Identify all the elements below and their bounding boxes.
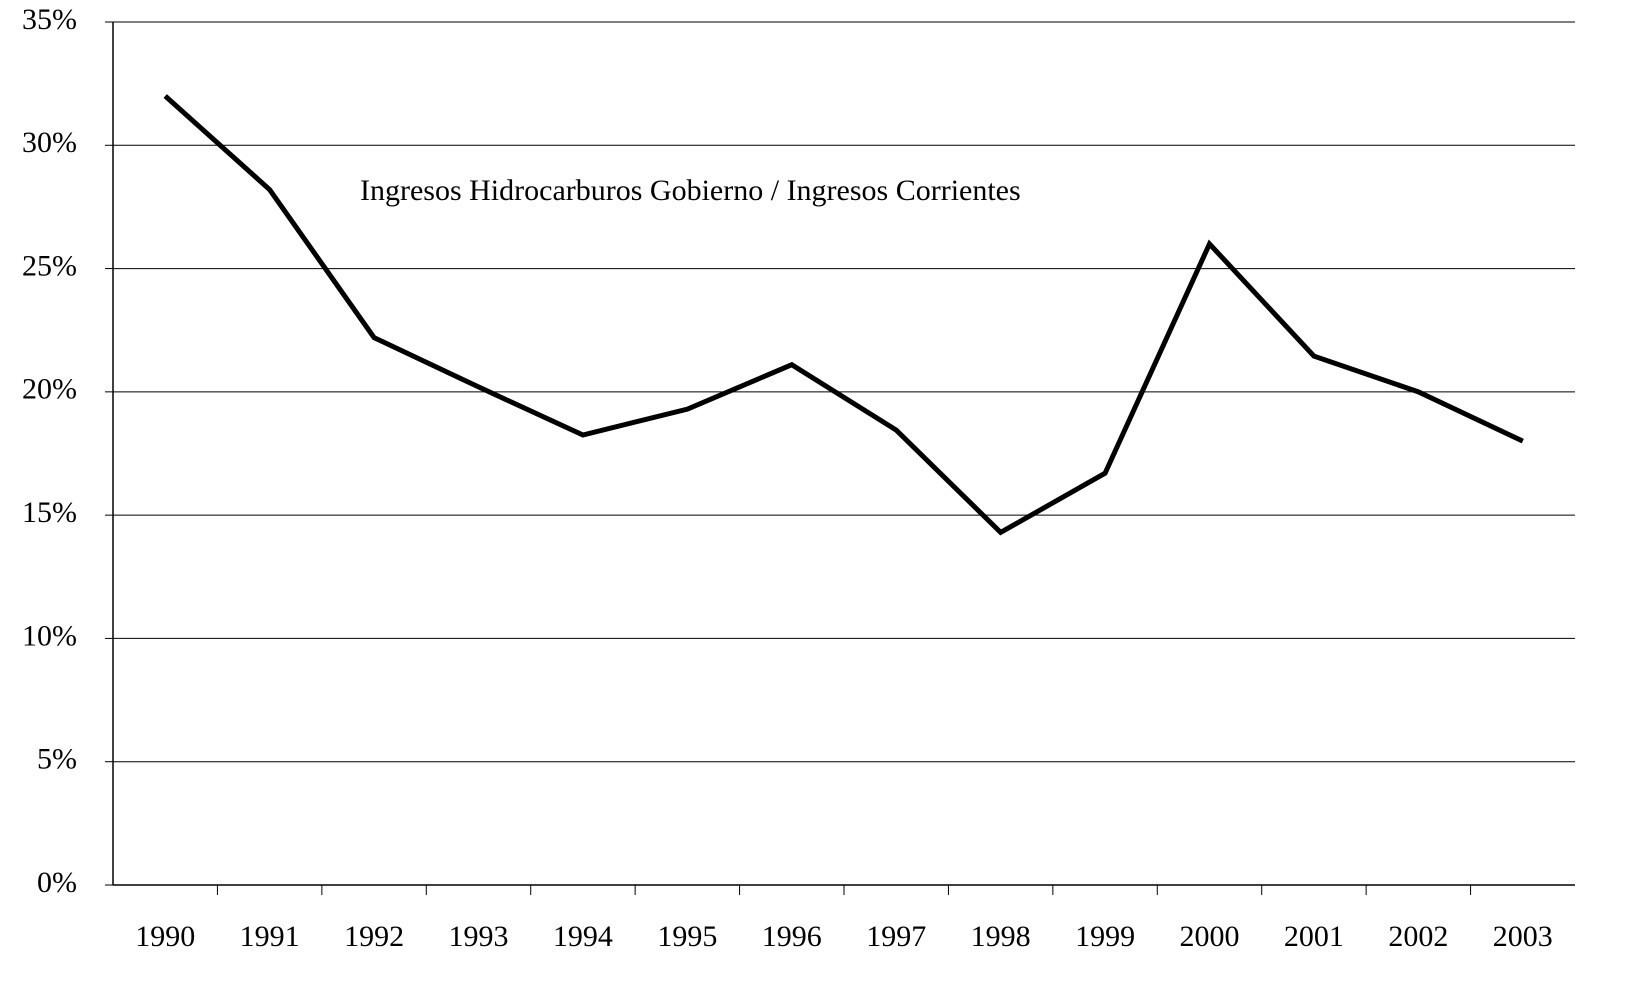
- x-tick-label: 1994: [553, 920, 613, 953]
- y-tick-label: 5%: [37, 743, 77, 776]
- x-tick-label: 2003: [1493, 920, 1553, 953]
- x-tick-label: 2002: [1388, 920, 1448, 953]
- x-tick-label: 1990: [135, 920, 195, 953]
- x-tick-label: 1992: [344, 920, 404, 953]
- y-tick-label: 0%: [37, 866, 77, 899]
- annotation: Ingresos Hidrocarburos Gobierno / Ingres…: [360, 174, 1021, 207]
- x-tick-label: 1991: [240, 920, 300, 953]
- y-tick-label: 30%: [22, 126, 77, 159]
- y-tick-label: 20%: [22, 373, 77, 406]
- x-tick-label: 1996: [762, 920, 822, 953]
- y-tick-label: 10%: [22, 619, 77, 652]
- y-tick-label: 35%: [22, 3, 77, 36]
- x-tick-label: 1993: [449, 920, 509, 953]
- x-tick-label: 2000: [1180, 920, 1240, 953]
- x-tick-label: 2001: [1284, 920, 1344, 953]
- x-tick-label: 1999: [1075, 920, 1135, 953]
- y-tick-label: 25%: [22, 249, 77, 282]
- x-tick-label: 1998: [971, 920, 1031, 953]
- data-line: [163, 94, 1524, 536]
- y-tick-label: 15%: [22, 496, 77, 529]
- x-tick-label: 1995: [657, 920, 717, 953]
- x-tick-label: 1997: [866, 920, 926, 953]
